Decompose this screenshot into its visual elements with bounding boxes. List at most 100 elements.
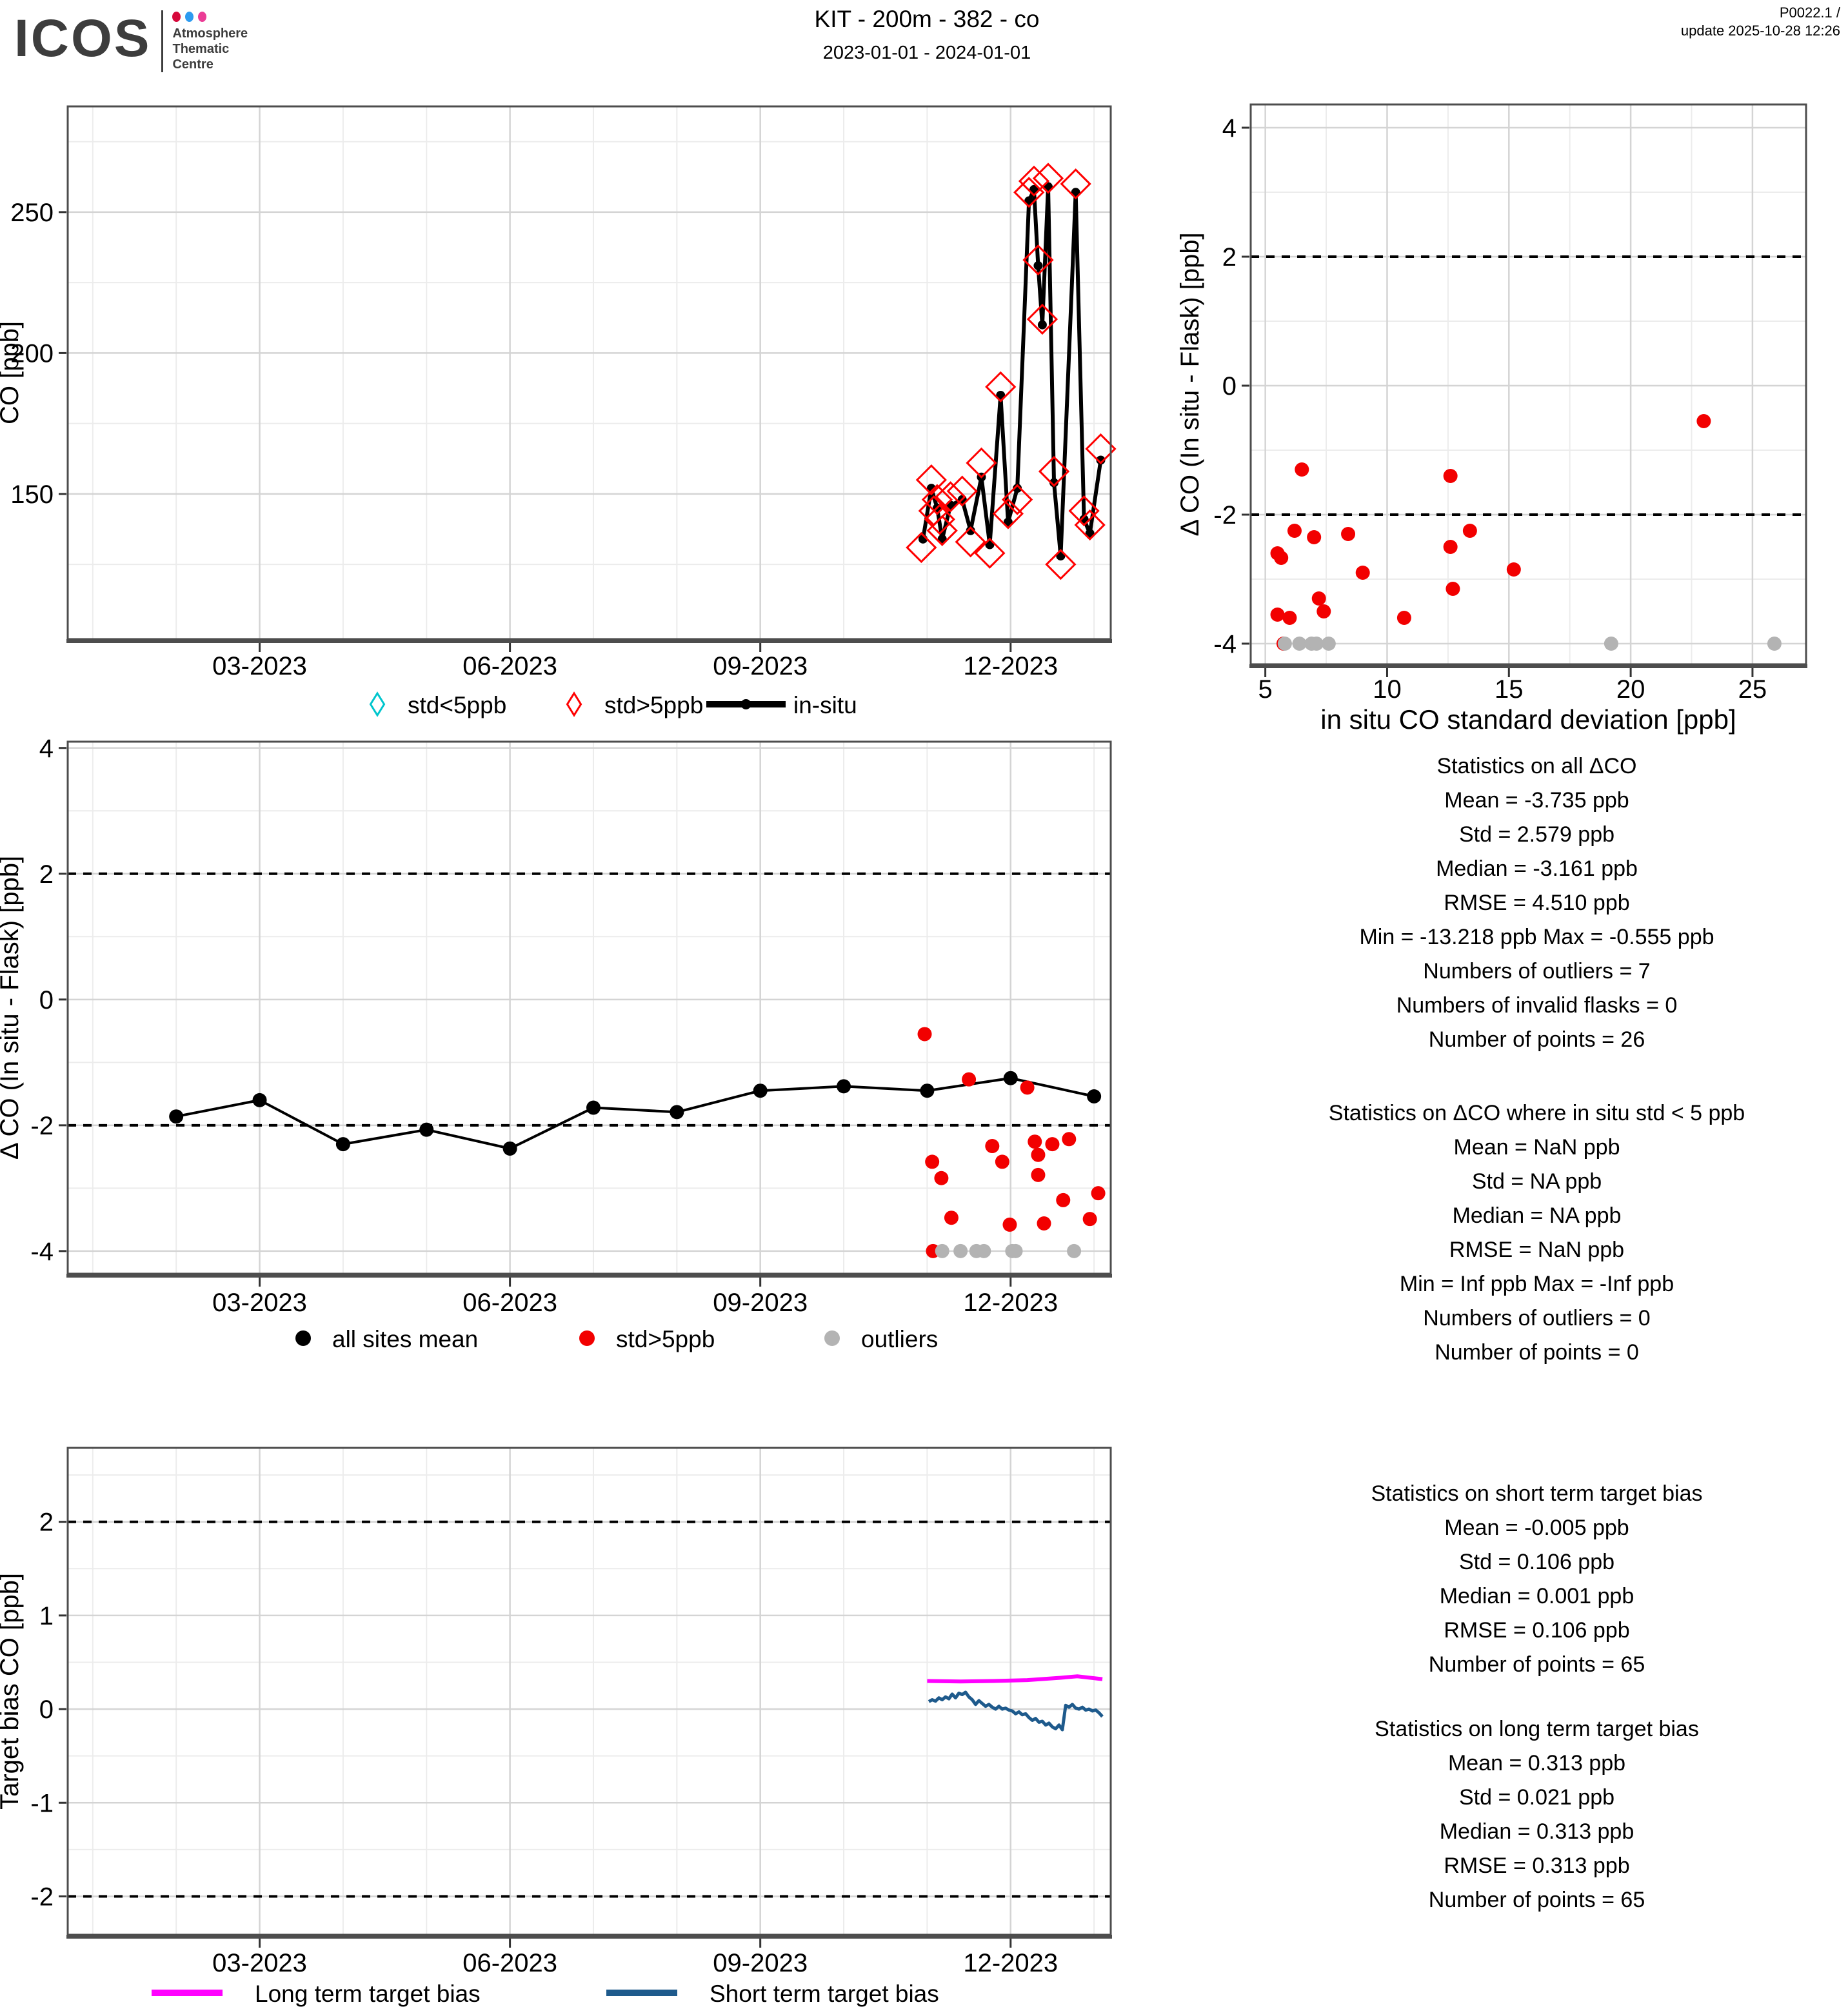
- axis-ticks: 03-2023 06-2023 09-2023 12-2023 150 200 250: [10, 199, 1058, 680]
- legend-dot-icon: [824, 1330, 840, 1346]
- y-tick-label: 4: [1222, 114, 1237, 143]
- stats-lines: Mean = -3.735 ppb Std = 2.579 ppb Median =…: [1226, 784, 1848, 1057]
- data-point: [1287, 524, 1302, 538]
- stats-line: Median = NA ppb: [1452, 1203, 1622, 1228]
- data-point: [1311, 591, 1326, 606]
- flask-diamond-marker: [974, 537, 1006, 569]
- flask-diamond-marker: [935, 481, 966, 513]
- data-point: [1341, 527, 1356, 541]
- x-tick-label: 5: [1258, 675, 1273, 704]
- data-point: [1696, 414, 1711, 428]
- series-all-sites-mean: [169, 1071, 1102, 1156]
- stats-line: Mean = NaN ppb: [1453, 1135, 1620, 1160]
- stats-block-title: Statistics on ΔCO where in situ std < 5 …: [1328, 1101, 1745, 1125]
- stats-block-title: Statistics on long term target bias: [1375, 1717, 1699, 1741]
- stats-line: Number of points = 65: [1428, 1888, 1645, 1912]
- data-point: [1037, 320, 1047, 330]
- stats-lines: Mean = 0.313 ppb Std = 0.021 ppb Median = …: [1226, 1746, 1848, 1917]
- stats-line: Numbers of outliers = 7: [1423, 959, 1651, 984]
- flask-diamond-marker: [992, 498, 1024, 529]
- data-point: [1446, 582, 1460, 596]
- legend-label: Short term target bias: [710, 1981, 939, 2007]
- stats-long-term-target-bias: Statistics on long term target bias Mean…: [1226, 1712, 1848, 1917]
- stats-block-title: Statistics on all ΔCO: [1436, 754, 1637, 778]
- flask-diamond-marker: [906, 531, 937, 564]
- flask-diamond-marker: [1001, 484, 1033, 515]
- data-point: [977, 1243, 991, 1258]
- legend-line-dot-icon: [740, 699, 751, 709]
- flask-diamond-marker: [1026, 303, 1058, 335]
- data-point: [1037, 1216, 1051, 1231]
- y-tick-label: 0: [39, 986, 54, 1014]
- y-tick-label: 2: [39, 1508, 54, 1537]
- legend-label: all sites mean: [332, 1326, 478, 1352]
- flask-diamond-marker: [1013, 177, 1045, 208]
- data-point: [1003, 1071, 1018, 1085]
- minor-gridlines: [1251, 104, 1806, 664]
- flask-diamond-marker: [921, 484, 953, 515]
- flask-diamond-marker: [946, 475, 978, 507]
- data-point: [1087, 1089, 1102, 1103]
- stats-line: Numbers of outliers = 0: [1423, 1306, 1651, 1330]
- data-point: [917, 1027, 932, 1042]
- data-point: [1307, 530, 1322, 544]
- data-point: [1443, 540, 1458, 554]
- series-outlier-points: [1277, 637, 1782, 651]
- panel-background: [68, 106, 1111, 639]
- y-axis-label: Δ CO (In situ - Flask) [ppb]: [1176, 232, 1204, 536]
- stats-lines: Mean = NaN ppb Std = NA ppb Median = NA pp…: [1226, 1131, 1848, 1370]
- x-tick-label: 06-2023: [462, 1949, 557, 1977]
- stats-line: Mean = -0.005 ppb: [1444, 1516, 1629, 1540]
- minor-gridlines: [68, 742, 1111, 1274]
- stats-line: Median = 0.001 ppb: [1439, 1584, 1634, 1608]
- data-point: [837, 1079, 851, 1094]
- flask-diamond-marker: [985, 371, 1017, 402]
- y-tick-label: 2: [1222, 243, 1237, 272]
- data-point: [985, 1139, 1000, 1154]
- y-axis-label: Target bias CO [ppb]: [0, 1573, 24, 1810]
- legend: all sites mean std>5ppb outliers: [295, 1326, 938, 1352]
- data-point: [753, 1083, 768, 1098]
- logo-subtitle-line: Thematic: [172, 42, 230, 56]
- legend-diamond-icon: [566, 691, 582, 717]
- legend-label: Long term target bias: [255, 1981, 481, 2007]
- y-tick-label: 0: [39, 1696, 54, 1724]
- x-tick-label: 12-2023: [963, 1289, 1058, 1317]
- legend-label: outliers: [861, 1326, 938, 1352]
- version-id: P0022.1 /: [1779, 5, 1840, 21]
- y-tick-label: -4: [30, 1238, 54, 1266]
- update-timestamp: update 2025-10-28 12:26: [1680, 23, 1840, 39]
- data-point: [962, 1072, 977, 1087]
- y-tick-label: 2: [39, 860, 54, 889]
- data-point: [419, 1122, 434, 1137]
- data-point: [169, 1109, 184, 1124]
- data-point: [670, 1105, 684, 1120]
- stats-line: RMSE = 0.106 ppb: [1444, 1618, 1630, 1643]
- data-point: [1274, 551, 1289, 565]
- logo-dot-icon: [172, 12, 181, 22]
- stats-line: Min = Inf ppb Max = -Inf ppb: [1399, 1272, 1674, 1296]
- data-point: [920, 1083, 935, 1098]
- data-point: [1443, 469, 1458, 483]
- data-point: [1309, 637, 1324, 651]
- flask-diamond-marker: [1038, 455, 1070, 488]
- data-point: [1321, 637, 1336, 651]
- flask-diamond-marker: [1018, 165, 1050, 197]
- data-point: [502, 1141, 517, 1156]
- x-tick-label: 06-2023: [462, 652, 557, 680]
- series-delta-co-points: [1270, 414, 1711, 651]
- legend-label: std>5ppb: [616, 1326, 715, 1352]
- stats-line: Min = -13.218 ppb Max = -0.555 ppb: [1359, 925, 1714, 949]
- data-point: [1002, 1217, 1017, 1232]
- x-tick-label: 10: [1373, 675, 1402, 704]
- axis-ticks: 03-2023 06-2023 09-2023 12-2023 -2 -1 0 1 2: [30, 1508, 1058, 1977]
- stats-line: Std = 0.021 ppb: [1458, 1785, 1615, 1810]
- stats-line: Number of points = 65: [1428, 1652, 1645, 1677]
- y-tick-label: -1: [30, 1789, 54, 1817]
- y-axis-label: CO [ppb]: [0, 321, 24, 424]
- panel-background: [68, 742, 1111, 1274]
- data-point: [1013, 484, 1022, 493]
- logo-subtitle-line: Atmosphere: [172, 26, 248, 41]
- data-point: [1067, 1243, 1082, 1258]
